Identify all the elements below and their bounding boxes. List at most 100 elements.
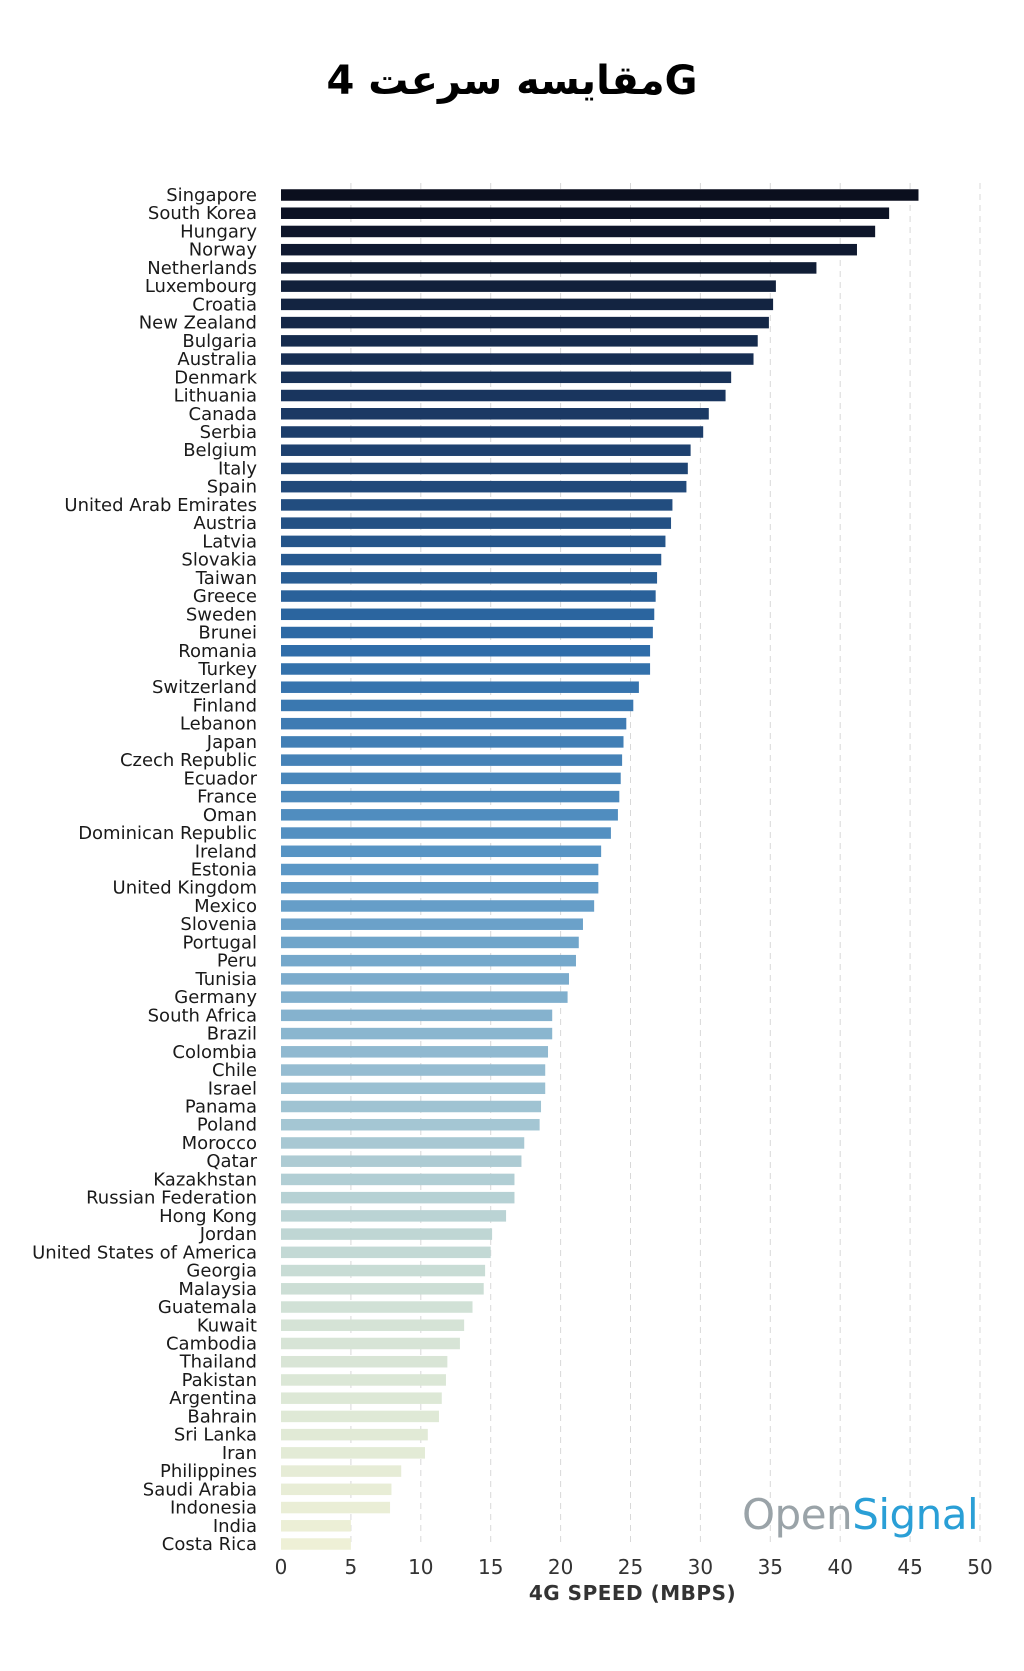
bar <box>281 1337 460 1350</box>
category-label: Greece <box>193 586 257 607</box>
category-label: United States of America <box>32 1242 257 1263</box>
category-label: Ecuador <box>183 768 257 789</box>
category-label: Bahrain <box>187 1406 257 1427</box>
category-label: Oman <box>203 805 257 826</box>
bar <box>281 316 769 329</box>
category-label: Belgium <box>183 440 257 461</box>
category-label: New Zealand <box>139 313 257 334</box>
bar <box>281 608 655 621</box>
category-label: Estonia <box>191 860 257 881</box>
x-tick-label: 40 <box>827 1555 852 1579</box>
x-tick-label: 30 <box>688 1555 713 1579</box>
category-label: Poland <box>197 1115 257 1136</box>
bar <box>281 1301 473 1313</box>
category-label: Jordan <box>199 1224 257 1245</box>
bar <box>281 243 857 256</box>
bar <box>281 1410 439 1423</box>
bar <box>281 1100 542 1113</box>
bar <box>281 1009 553 1022</box>
category-label: Switzerland <box>152 677 257 698</box>
x-tick-label: 10 <box>408 1555 433 1579</box>
bar <box>281 954 576 967</box>
bar <box>281 389 726 402</box>
bar <box>281 335 758 347</box>
bar <box>281 772 621 785</box>
x-tick-label: 20 <box>548 1555 573 1579</box>
category-label: Chile <box>212 1060 257 1081</box>
bar <box>281 1392 442 1404</box>
bar <box>281 1264 486 1277</box>
bar <box>281 480 687 493</box>
bar <box>281 991 568 1003</box>
category-label: Czech Republic <box>120 750 257 771</box>
bar <box>281 280 776 292</box>
category-label: Norway <box>189 240 258 261</box>
category-label: Qatar <box>206 1151 257 1172</box>
x-tick-label: 35 <box>758 1555 783 1579</box>
bar <box>281 827 611 839</box>
category-label: Sri Lanka <box>174 1425 257 1446</box>
category-label: United Arab Emirates <box>64 495 257 516</box>
bar <box>281 408 709 420</box>
opensignal-logo: OpenSignal <box>742 1490 979 1539</box>
bar <box>281 736 624 748</box>
chart-title: مقایسه سرعت 4G <box>326 58 698 104</box>
category-label: Bulgaria <box>182 331 257 352</box>
bar <box>281 1173 515 1186</box>
x-tick-label: 15 <box>478 1555 503 1579</box>
bar <box>281 1538 351 1550</box>
x-tick-label: 45 <box>897 1555 922 1579</box>
category-label: Sweden <box>186 604 257 625</box>
logo-text-signal: Signal <box>852 1490 979 1539</box>
bar <box>281 1118 540 1131</box>
bar <box>281 845 602 858</box>
bar <box>281 499 673 511</box>
bar <box>281 1319 465 1332</box>
category-label: Brunei <box>198 623 257 644</box>
category-label: Israel <box>208 1078 257 1099</box>
bar <box>281 1374 446 1386</box>
bar <box>281 1191 515 1204</box>
category-label: Australia <box>177 349 257 370</box>
category-label: Croatia <box>192 294 257 315</box>
bar <box>281 1210 507 1222</box>
bar <box>281 681 639 693</box>
x-axis-title: 4G SPEED (MBPS) <box>529 1581 736 1605</box>
category-label: Lebanon <box>180 714 257 735</box>
category-label: Dominican Republic <box>78 823 257 844</box>
bar <box>281 1228 493 1240</box>
category-label: Canada <box>189 404 258 425</box>
category-label: Germany <box>174 987 257 1008</box>
bar <box>281 881 599 894</box>
bar <box>281 645 651 657</box>
bar <box>281 1155 522 1167</box>
category-label: Peru <box>217 951 257 972</box>
category-label: Colombia <box>172 1042 257 1063</box>
category-label: Turkey <box>197 659 257 680</box>
bars <box>281 189 919 1550</box>
category-label: Italy <box>218 458 257 479</box>
category-label: Iran <box>222 1443 257 1464</box>
category-label: South Korea <box>148 203 257 224</box>
bar <box>281 809 618 821</box>
bar <box>281 1428 428 1441</box>
category-label: France <box>197 787 257 808</box>
bar <box>281 626 653 639</box>
bar <box>281 918 583 930</box>
bar <box>281 462 688 475</box>
bar <box>281 572 658 584</box>
bar <box>281 590 656 602</box>
bar <box>281 1501 391 1514</box>
category-label: Indonesia <box>170 1498 257 1519</box>
category-label: Ireland <box>195 841 257 862</box>
category-label: Portugal <box>182 932 257 953</box>
bar <box>281 371 732 384</box>
x-tick-label: 5 <box>345 1555 358 1579</box>
bar <box>281 535 666 548</box>
bar <box>281 262 817 274</box>
category-label: Saudi Arabia <box>143 1479 257 1500</box>
category-label: Hong Kong <box>159 1206 257 1227</box>
category-label: Brazil <box>207 1024 257 1045</box>
bar <box>281 1447 425 1459</box>
